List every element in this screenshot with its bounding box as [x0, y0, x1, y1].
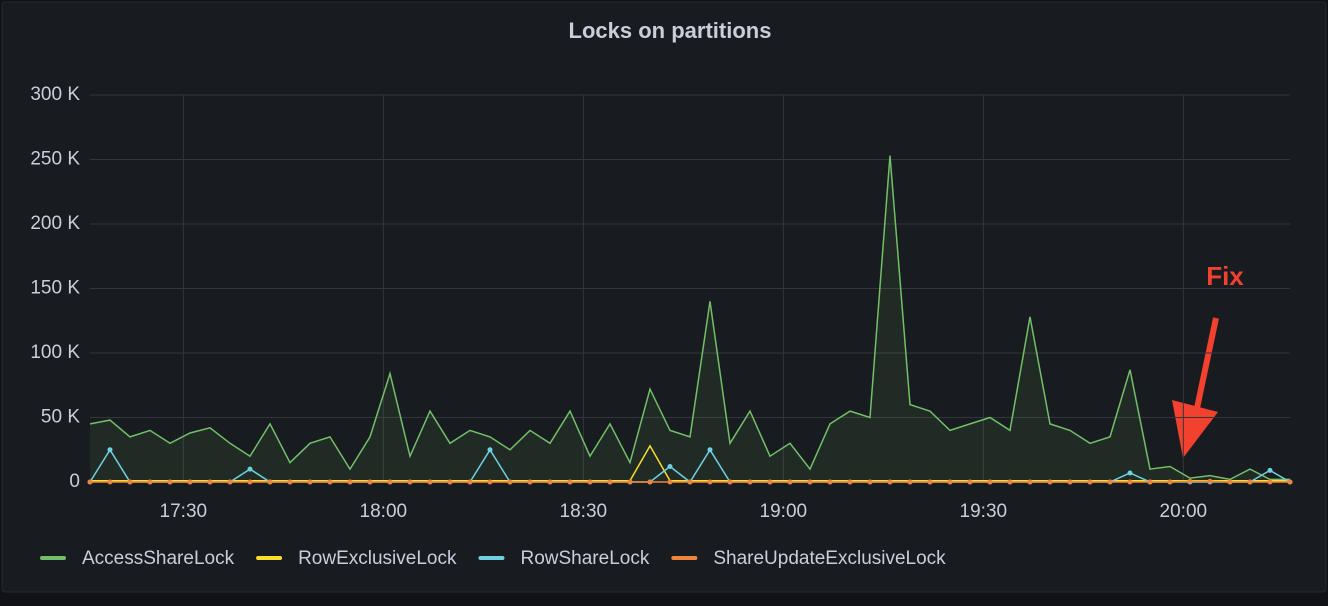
data-point: [187, 479, 193, 485]
data-point: [1027, 479, 1033, 485]
legend-swatch: [256, 556, 283, 560]
data-point: [1127, 479, 1133, 485]
data-point: [107, 447, 113, 453]
legend-swatch: [40, 556, 66, 560]
data-point: [587, 479, 593, 485]
data-point: [807, 479, 813, 485]
legend-swatch: [478, 556, 505, 560]
panel: [1, 1, 1327, 593]
data-point: [1087, 479, 1093, 485]
data-point: [1247, 479, 1253, 485]
y-tick-label: 150 K: [30, 278, 80, 299]
data-point: [107, 479, 113, 485]
y-tick-label: 0: [69, 471, 80, 492]
data-point: [127, 479, 133, 485]
data-point: [147, 479, 153, 485]
data-point: [967, 479, 973, 485]
data-point: [647, 479, 653, 485]
data-point: [1167, 479, 1173, 485]
data-point: [727, 479, 733, 485]
x-tick-label: 19:00: [760, 501, 808, 522]
data-point: [567, 479, 573, 485]
data-point: [1187, 478, 1193, 484]
data-point: [427, 479, 433, 485]
legend-label: RowExclusiveLock: [298, 548, 457, 569]
data-point: [547, 479, 553, 485]
data-point: [347, 479, 353, 485]
data-point: [827, 479, 833, 485]
data-point: [787, 479, 793, 485]
data-point: [407, 479, 413, 485]
data-point: [1147, 479, 1153, 485]
data-point: [487, 479, 493, 485]
data-point: [167, 479, 173, 485]
data-point: [247, 479, 253, 485]
legend-swatch: [671, 556, 698, 560]
data-point: [1227, 479, 1233, 485]
data-point: [887, 479, 893, 485]
data-point: [907, 479, 913, 485]
data-point: [747, 479, 753, 485]
x-tick-label: 17:30: [160, 501, 208, 522]
data-point: [487, 447, 493, 453]
data-point: [247, 466, 253, 472]
data-point: [447, 479, 453, 485]
data-point: [307, 479, 313, 485]
x-tick-label: 20:00: [1160, 501, 1208, 522]
data-point: [207, 479, 213, 485]
data-point: [1047, 479, 1053, 485]
data-point: [87, 479, 93, 485]
data-point: [767, 479, 773, 485]
data-point: [507, 479, 513, 485]
data-point: [627, 479, 633, 485]
x-tick-label: 18:00: [360, 501, 408, 522]
legend-label: RowShareLock: [520, 548, 649, 569]
annotation: Fix: [1206, 261, 1244, 291]
data-point: [1107, 479, 1113, 485]
data-point: [707, 479, 713, 485]
data-point: [1067, 479, 1073, 485]
data-point: [947, 479, 953, 485]
data-point: [927, 479, 933, 485]
data-point: [1267, 467, 1273, 473]
data-point: [367, 479, 373, 485]
y-tick-label: 100 K: [30, 342, 80, 363]
data-point: [847, 479, 853, 485]
data-point: [1007, 479, 1013, 485]
data-point: [1127, 470, 1133, 476]
data-point: [687, 479, 693, 485]
y-tick-label: 200 K: [30, 213, 80, 234]
data-point: [667, 479, 673, 485]
x-tick-label: 19:30: [960, 501, 1008, 522]
data-point: [327, 479, 333, 485]
y-tick-label: 50 K: [41, 407, 80, 428]
legend-label: ShareUpdateExclusiveLock: [713, 548, 946, 569]
y-tick-label: 300 K: [30, 84, 80, 105]
chart-title: Locks on partitions: [569, 18, 772, 43]
legend-label: AccessShareLock: [82, 548, 235, 569]
y-tick-label: 250 K: [30, 149, 80, 170]
data-point: [467, 479, 473, 485]
data-point: [607, 479, 613, 485]
data-point: [1207, 478, 1213, 484]
x-tick-label: 18:30: [560, 501, 608, 522]
data-point: [267, 479, 273, 485]
data-point: [667, 464, 673, 470]
data-point: [527, 479, 533, 485]
data-point: [287, 479, 293, 485]
data-point: [707, 447, 713, 453]
data-point: [227, 479, 233, 485]
data-point: [387, 479, 393, 485]
data-point: [1287, 479, 1293, 485]
data-point: [987, 479, 993, 485]
data-point: [867, 479, 873, 485]
series-line: [89, 155, 1290, 481]
data-point: [1267, 479, 1273, 485]
series-area: [90, 155, 1290, 482]
